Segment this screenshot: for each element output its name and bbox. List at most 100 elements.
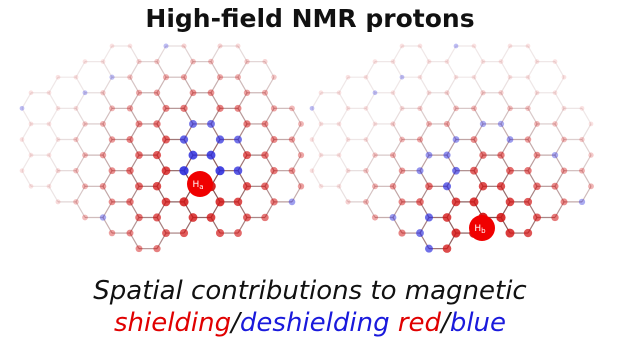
atom [47, 122, 52, 127]
atom [373, 90, 378, 95]
bond [312, 155, 321, 171]
bond [49, 77, 58, 93]
atom [480, 90, 485, 95]
bond [49, 108, 58, 124]
atom [162, 229, 170, 237]
proton-subscript: a [199, 183, 203, 191]
atom [588, 183, 594, 189]
atom [74, 106, 79, 111]
bond [49, 140, 58, 156]
atom [589, 122, 594, 127]
proton-symbol: H [474, 224, 481, 234]
atom [181, 43, 186, 48]
atom [398, 229, 405, 236]
bond [49, 124, 58, 140]
atom [524, 198, 532, 206]
atom [553, 90, 558, 95]
atom [552, 152, 558, 158]
atom [390, 121, 395, 126]
atom [216, 135, 224, 143]
atom [400, 44, 405, 49]
atom [561, 167, 567, 173]
atom [270, 167, 277, 174]
bond [474, 46, 483, 62]
atom [418, 44, 423, 49]
bond [312, 93, 321, 109]
atom [82, 152, 88, 158]
molecule-figures: HaHb [0, 36, 620, 272]
bond [420, 46, 429, 62]
atom [364, 75, 369, 80]
atom [29, 184, 34, 189]
atom [364, 137, 369, 142]
atom [136, 90, 142, 96]
atom [444, 121, 450, 127]
atom [153, 182, 161, 190]
bond [447, 77, 456, 93]
atom [164, 44, 169, 49]
atom [56, 106, 61, 111]
atom [126, 198, 133, 205]
atom [236, 44, 241, 49]
bond [22, 171, 31, 187]
bond [76, 93, 85, 109]
atom [244, 90, 250, 96]
atom [234, 105, 241, 112]
atom [470, 167, 478, 175]
atom [83, 90, 88, 95]
atom [109, 105, 115, 111]
bond [339, 93, 348, 109]
atom [208, 59, 214, 65]
atom [163, 74, 169, 80]
atom [551, 214, 558, 221]
atom [298, 152, 304, 158]
atom [443, 213, 452, 222]
bond [339, 186, 348, 202]
atom [373, 59, 378, 64]
atom [100, 152, 106, 158]
atom [498, 90, 503, 95]
bond [393, 108, 402, 124]
atom [426, 152, 433, 159]
atom [451, 229, 460, 238]
atom [443, 152, 450, 159]
atom [535, 90, 540, 95]
atom [553, 59, 558, 64]
atom [153, 245, 160, 252]
atom [535, 59, 540, 64]
atom [416, 167, 423, 174]
atom [56, 199, 61, 204]
atom [534, 121, 540, 127]
atom [472, 75, 477, 80]
bond [366, 93, 375, 109]
atom [82, 215, 88, 221]
atom [110, 44, 115, 49]
atom [480, 121, 486, 127]
atom [262, 121, 269, 128]
bond [501, 77, 510, 93]
bond [76, 62, 85, 78]
atom [372, 214, 378, 220]
atom [207, 151, 216, 160]
caption-word: / [231, 308, 240, 338]
atom [162, 136, 170, 144]
atom [20, 137, 25, 142]
bond [501, 46, 510, 62]
atom [100, 90, 105, 95]
atom [337, 90, 342, 95]
atom [588, 152, 593, 157]
atom [561, 198, 568, 205]
bond [555, 93, 564, 109]
atom [82, 183, 88, 189]
atom [73, 168, 79, 174]
bond [312, 140, 321, 156]
atom [29, 90, 34, 95]
atom [481, 59, 486, 64]
atom [479, 182, 488, 191]
atom [56, 168, 61, 173]
atom [243, 182, 251, 190]
atom [289, 136, 295, 142]
atom [390, 214, 397, 221]
atom [20, 106, 25, 111]
atom [190, 59, 196, 65]
